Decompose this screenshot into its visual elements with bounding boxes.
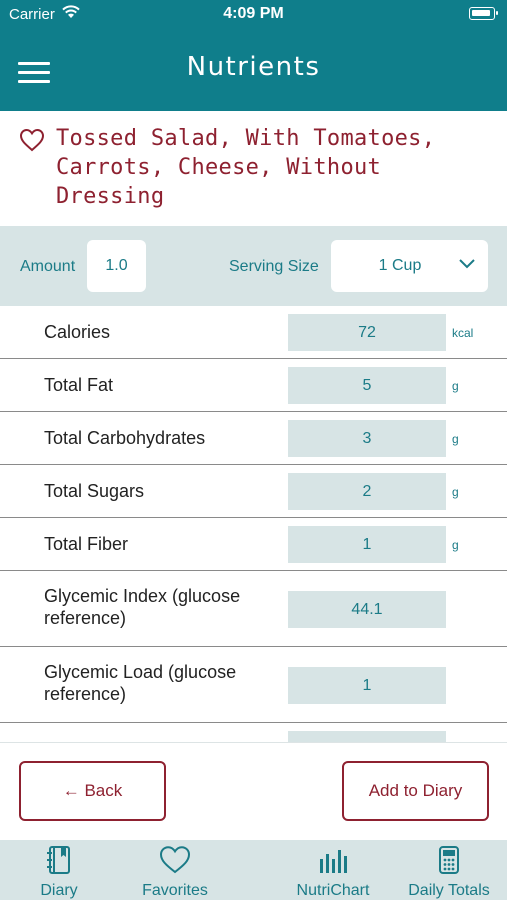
journal-icon bbox=[18, 845, 100, 880]
nutrient-unit: kcal bbox=[452, 326, 474, 340]
nutrient-row-total-carbohydrates: Total Carbohydrates 3 g bbox=[0, 412, 507, 465]
nutrient-value: 72 bbox=[288, 314, 446, 351]
serving-size-value: 1 Cup bbox=[378, 257, 422, 274]
nutrient-name: Total Fiber bbox=[44, 534, 129, 554]
add-to-diary-button[interactable]: Add to Diary bbox=[342, 761, 489, 821]
tab-label: Favorites bbox=[142, 882, 208, 899]
nutrient-row-glycemic-index: Glycemic Index (glucose reference) 44.1 bbox=[0, 571, 507, 647]
bar-chart-icon bbox=[288, 845, 378, 880]
nutrient-name: Total Fat bbox=[44, 375, 114, 395]
nutrient-name: Glycemic Index (glucose reference) bbox=[44, 586, 241, 628]
nutrient-value: 1 bbox=[288, 526, 446, 563]
nutrient-unit: g bbox=[452, 432, 459, 446]
nutrient-unit: g bbox=[452, 379, 459, 393]
nutrient-value: 3 bbox=[288, 420, 446, 457]
calculator-icon bbox=[400, 845, 498, 880]
hamburger-menu-icon[interactable] bbox=[18, 62, 50, 83]
nutrient-name: Calories bbox=[44, 322, 111, 342]
serving-size-label: Serving Size bbox=[229, 258, 319, 275]
nutrient-value: 44.1 bbox=[288, 591, 446, 628]
carrier-label: Carrier bbox=[9, 6, 55, 23]
nutrient-value: 1 bbox=[288, 667, 446, 704]
heart-outline-icon bbox=[130, 845, 220, 880]
nutrient-unit: g bbox=[452, 538, 459, 552]
nutrient-name: Total Carbohydrates bbox=[44, 428, 206, 448]
tab-label: Daily Totals bbox=[408, 882, 490, 899]
battery-icon bbox=[469, 7, 498, 20]
tab-label: NutriChart bbox=[296, 882, 370, 899]
wifi-icon bbox=[62, 5, 80, 23]
nutrient-name: Glycemic Load (glucose reference) bbox=[44, 662, 237, 704]
nutrient-row-total-fiber: Total Fiber 1 g bbox=[0, 518, 507, 571]
nutrient-unit: g bbox=[452, 485, 459, 499]
page-title: Nutrients bbox=[186, 52, 321, 82]
nutrient-row-glycemic-load: Glycemic Load (glucose reference) 1 bbox=[0, 647, 507, 723]
tab-bar: Diary Favorites NutriChart Daily Totals bbox=[0, 840, 507, 900]
tab-favorites[interactable]: Favorites bbox=[130, 840, 220, 900]
back-button[interactable]: ← Back bbox=[19, 761, 166, 821]
nutrient-row-total-sugars: Total Sugars 2 g bbox=[0, 465, 507, 518]
navigation-bar: Carrier 4:09 PM Nutrients bbox=[0, 0, 507, 111]
nutrient-value bbox=[288, 731, 446, 742]
tab-nutrichart[interactable]: NutriChart bbox=[288, 840, 378, 900]
chevron-down-icon bbox=[458, 257, 476, 275]
status-bar: Carrier 4:09 PM bbox=[0, 0, 507, 30]
nutrient-row-total-fat: Total Fat 5 g bbox=[0, 359, 507, 412]
amount-label: Amount bbox=[20, 258, 76, 275]
nutrient-list: Calories 72 kcal Total Fat 5 g Total Car… bbox=[0, 306, 507, 742]
nutrient-value: 2 bbox=[288, 473, 446, 510]
tab-diary[interactable]: Diary bbox=[18, 840, 100, 900]
status-time: 4:09 PM bbox=[223, 5, 284, 22]
amount-input[interactable] bbox=[87, 240, 146, 292]
nutrient-row-partial bbox=[0, 723, 507, 742]
nutrient-name: Total Sugars bbox=[44, 481, 145, 501]
nutrient-value: 5 bbox=[288, 367, 446, 404]
nutrient-row-calories: Calories 72 kcal bbox=[0, 306, 507, 359]
serving-size-select[interactable]: 1 Cup bbox=[331, 240, 488, 292]
food-name: Tossed Salad, With Tomatoes, Carrots, Ch… bbox=[56, 126, 436, 209]
action-area bbox=[0, 742, 507, 840]
tab-label: Diary bbox=[40, 882, 78, 899]
heart-outline-icon[interactable] bbox=[19, 128, 45, 157]
tab-daily-totals[interactable]: Daily Totals bbox=[400, 840, 498, 900]
